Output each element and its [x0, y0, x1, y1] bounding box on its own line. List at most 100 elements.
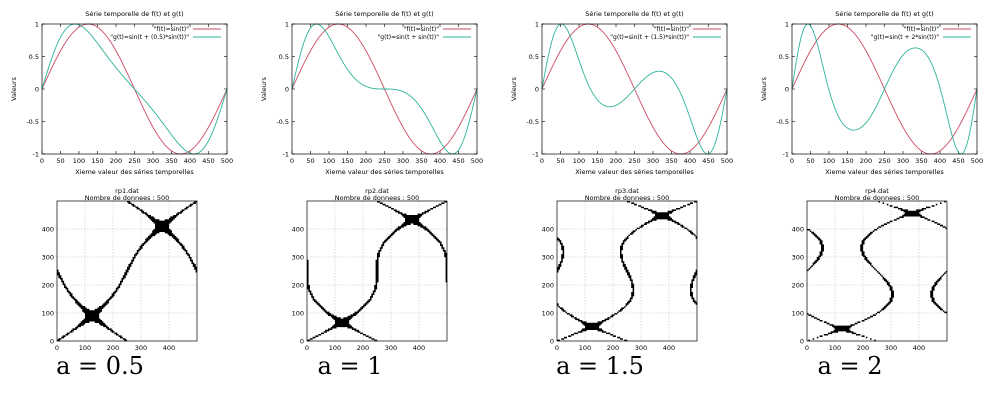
y-tick-label: 200: [542, 281, 554, 289]
series-g-line: [791, 23, 978, 155]
x-tick-label: 400: [934, 157, 946, 165]
x-tick-label: 0: [305, 344, 309, 350]
x-tick-label: 100: [329, 344, 341, 350]
x-tick-label: 350: [415, 157, 427, 165]
y-tick-label: 100: [42, 309, 54, 317]
x-tick-label: 350: [915, 157, 927, 165]
y-tick-label: 0: [800, 337, 804, 345]
plot-frame: [541, 23, 728, 155]
y-tick-label: 1: [35, 20, 39, 28]
series-g-line: [291, 23, 478, 155]
x-tick-label: 400: [663, 344, 675, 350]
series-g-line: [541, 23, 728, 155]
x-tick-label: 250: [128, 157, 140, 165]
timeseries-chart-1: Série temporelle de f(t) et g(t) Xieme va…: [10, 10, 233, 176]
x-tick-label: 400: [913, 344, 925, 350]
x-tick-label: 350: [665, 157, 677, 165]
recurrence-title: rp3.dat: [615, 187, 639, 195]
legend-label-g: "g(t)=sin(t + (1.5)*sin(t))": [610, 34, 689, 41]
plot-frame: [791, 23, 978, 155]
chart-title: Série temporelle de f(t) et g(t): [335, 10, 433, 18]
recurrence-subtitle: Nombre de donnees : 500: [585, 194, 670, 202]
y-tick-label: 0.5: [279, 53, 289, 61]
x-tick-label: 100: [823, 157, 835, 165]
x-tick-label: 50: [556, 157, 564, 165]
y-tick-label: 200: [42, 281, 54, 289]
x-tick-label: 100: [579, 344, 591, 350]
x-tick-label: 200: [610, 157, 622, 165]
y-tick-label: 0.5: [529, 53, 539, 61]
x-tick-label: 300: [397, 157, 409, 165]
x-tick-label: 0: [540, 157, 544, 165]
recurrence-subtitle: Nombre de donnees : 500: [835, 194, 920, 202]
y-tick-label: 0.5: [29, 53, 39, 61]
x-axis-label: Xieme valeur des séries temporelles: [825, 168, 944, 176]
recurrence-points: [557, 201, 698, 342]
plot-frame: [306, 200, 448, 342]
x-tick-label: 300: [385, 344, 397, 350]
x-tick-label: 0: [555, 344, 559, 350]
y-tick-label: 0.5: [779, 53, 789, 61]
y-tick-label: -0.5: [276, 118, 289, 126]
x-tick-label: 450: [952, 157, 964, 165]
legend-label-g: "g(t)=sin(t + 2*sin(t))": [871, 34, 940, 41]
y-tick-label: 300: [542, 253, 554, 261]
y-tick-label: 0: [785, 85, 789, 93]
chart-title: Série temporelle de f(t) et g(t): [585, 10, 683, 18]
x-tick-label: 0: [40, 157, 44, 165]
recurrence-title: rp4.dat: [865, 187, 889, 195]
y-tick-label: -1: [533, 150, 539, 158]
y-tick-label: 0: [35, 85, 39, 93]
x-tick-label: 300: [147, 157, 159, 165]
x-tick-label: 500: [721, 157, 733, 165]
y-tick-label: 0: [50, 337, 54, 345]
x-tick-label: 150: [91, 157, 103, 165]
y-tick-label: -0.5: [26, 118, 39, 126]
plot-frame: [56, 200, 198, 342]
timeseries-chart-2: Série temporelle de f(t) et g(t) Xieme va…: [260, 10, 483, 176]
x-tick-label: 250: [628, 157, 640, 165]
x-tick-label: 50: [806, 157, 814, 165]
y-tick-label: -1: [783, 150, 789, 158]
legend-label-f: "f(t)=sin(t)": [404, 26, 440, 33]
y-axis-label: Valeurs: [760, 76, 768, 101]
y-tick-label: 200: [792, 281, 804, 289]
recurrence-subtitle: Nombre de donnees : 500: [85, 194, 170, 202]
legend-label-f: "f(t)=sin(t)": [154, 26, 190, 33]
recurrence-title: rp2.dat: [365, 187, 389, 195]
x-tick-label: 0: [790, 157, 794, 165]
x-tick-label: 0: [290, 157, 294, 165]
x-tick-label: 50: [306, 157, 314, 165]
x-tick-label: 300: [135, 344, 147, 350]
series-g-line: [41, 23, 228, 155]
x-tick-label: 100: [323, 157, 335, 165]
y-tick-label: -0.5: [526, 118, 539, 126]
y-tick-label: 300: [42, 253, 54, 261]
x-tick-label: 200: [110, 157, 122, 165]
y-axis-label: Valeurs: [10, 76, 18, 101]
y-axis-label: Valeurs: [260, 76, 268, 101]
plot-frame: [291, 23, 478, 155]
x-tick-label: 50: [56, 157, 64, 165]
x-tick-label: 200: [607, 344, 619, 350]
y-tick-label: 100: [792, 309, 804, 317]
plot-frame: [41, 23, 228, 155]
x-tick-label: 250: [378, 157, 390, 165]
recurrence-points: [307, 201, 448, 342]
x-tick-label: 100: [573, 157, 585, 165]
chart-title: Série temporelle de f(t) et g(t): [85, 10, 183, 18]
x-tick-label: 100: [73, 157, 85, 165]
x-tick-label: 350: [165, 157, 177, 165]
x-tick-label: 100: [79, 344, 91, 350]
x-tick-label: 500: [971, 157, 983, 165]
legend-label-f: "f(t)=sin(t)": [904, 26, 940, 33]
x-tick-label: 300: [897, 157, 909, 165]
timeseries-chart-4: Série temporelle de f(t) et g(t) Xieme va…: [760, 10, 983, 176]
y-tick-label: 400: [42, 225, 54, 233]
y-tick-label: 0: [285, 85, 289, 93]
x-tick-label: 450: [452, 157, 464, 165]
